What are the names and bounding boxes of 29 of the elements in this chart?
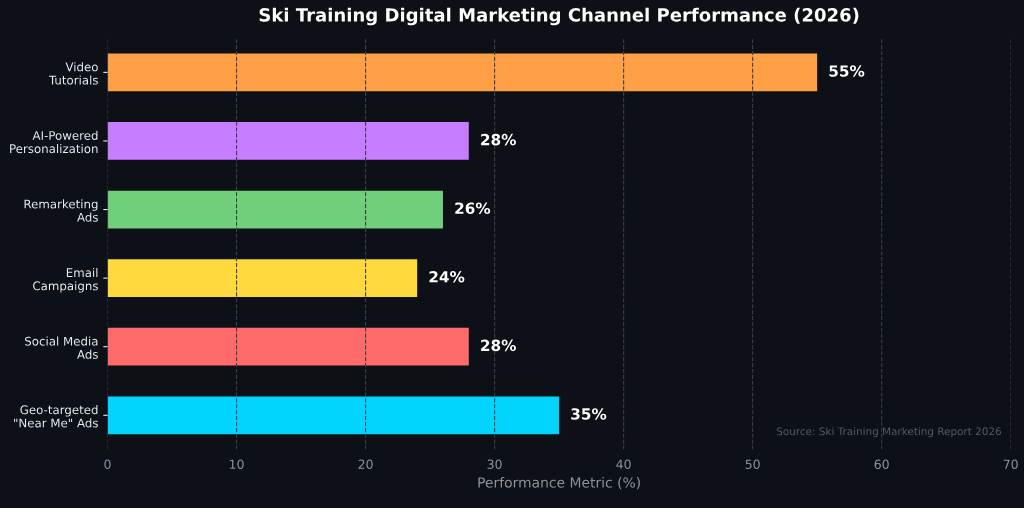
x-tick-label: 40 — [616, 459, 631, 469]
y-tick-label: Email Campaigns — [33, 267, 98, 293]
x-tick-label: 30 — [487, 459, 502, 469]
y-tick-label: AI-Powered Personalization — [10, 130, 98, 154]
annotation: Source: Ski Training Marketing Report 2026 — [776, 427, 1001, 438]
chart-title: Ski Training Digital Marketing Channel Performance (2026) — [259, 7, 859, 26]
x-tick-label: 50 — [745, 459, 760, 469]
data-label: 26% — [455, 202, 491, 214]
x-tick-label: 60 — [874, 459, 889, 469]
data-label: 24% — [429, 271, 465, 283]
y-tick-label: Video Tutorials — [48, 62, 98, 85]
bar — [107, 259, 418, 297]
data-label: 35% — [571, 408, 607, 420]
bar — [107, 327, 469, 366]
y-tick-label: Remarketing Ads — [24, 199, 98, 222]
y-tick-label: Social Media Ads — [25, 336, 98, 359]
bar — [107, 53, 818, 92]
data-label: 55% — [829, 65, 865, 77]
data-label: 28% — [481, 133, 516, 146]
x-tick-label: 20 — [358, 459, 373, 469]
data-label: 28% — [481, 339, 516, 352]
bar — [107, 190, 443, 229]
x-axis-title: Performance Metric (%) — [478, 476, 640, 490]
bar — [107, 122, 469, 160]
x-tick-label: 10 — [229, 459, 244, 469]
bar — [107, 396, 560, 435]
y-tick-label: Geo-targeted "Near Me" Ads — [14, 405, 98, 428]
x-tick-label: 0 — [104, 459, 111, 469]
x-tick-label: 70 — [1003, 459, 1018, 469]
